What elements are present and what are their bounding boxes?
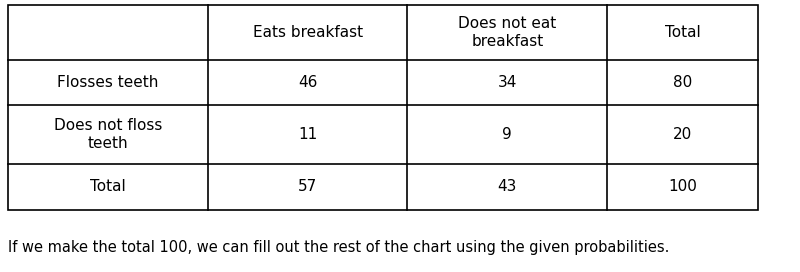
Text: 100: 100 [668,180,697,194]
Text: Total: Total [665,25,701,40]
Text: 46: 46 [298,75,318,90]
Text: 57: 57 [298,180,318,194]
Text: If we make the total 100, we can fill out the rest of the chart using the given : If we make the total 100, we can fill ou… [8,240,670,255]
Text: Total: Total [90,180,126,194]
Text: Flosses teeth: Flosses teeth [57,75,158,90]
Text: Eats breakfast: Eats breakfast [253,25,362,40]
Text: 20: 20 [673,127,692,142]
Text: 11: 11 [298,127,318,142]
Bar [8,5,758,210]
Text: 34: 34 [498,75,517,90]
Text: Does not eat
breakfast: Does not eat breakfast [458,17,557,49]
Text: 9: 9 [502,127,512,142]
Text: Does not floss
teeth: Does not floss teeth [54,119,162,151]
Text: 80: 80 [673,75,692,90]
Text: 43: 43 [498,180,517,194]
